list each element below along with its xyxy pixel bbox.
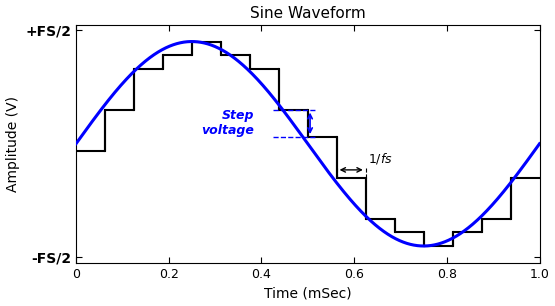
Title: Sine Waveform: Sine Waveform bbox=[250, 6, 366, 21]
Y-axis label: Amplitude (V): Amplitude (V) bbox=[6, 96, 19, 192]
Text: $\mathit{1/fs}$: $\mathit{1/fs}$ bbox=[368, 151, 393, 166]
X-axis label: Time (mSec): Time (mSec) bbox=[264, 286, 351, 300]
Text: Step
voltage: Step voltage bbox=[201, 109, 254, 137]
